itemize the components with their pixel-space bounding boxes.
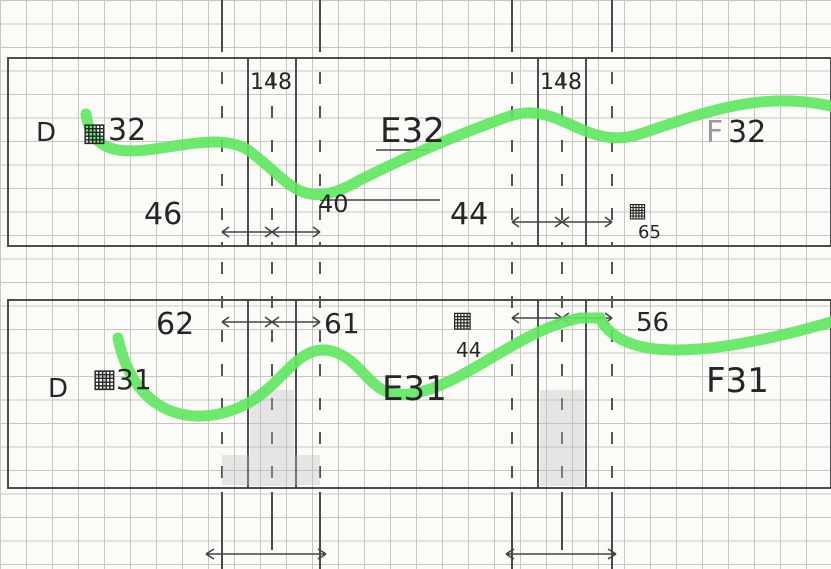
top-dim-148-right: 148 <box>540 70 582 95</box>
top-dim-148-left: 148 <box>250 70 292 95</box>
bottom-dim-61: 61 <box>324 307 360 340</box>
guide-ticks <box>221 72 613 488</box>
top-row-frame <box>7 57 831 247</box>
top-dim-40: 40 <box>318 190 349 218</box>
dimension-arrows <box>205 149 617 560</box>
top-d-cell-mark: ▦ <box>82 118 107 148</box>
bottom-dim-44-mark: ▦ <box>452 308 473 333</box>
bottom-e-cell-label: E31 <box>382 369 447 409</box>
top-dim-65: 65 <box>638 222 661 243</box>
top-dim-46: 46 <box>144 197 183 232</box>
top-d-cell-label: 32 <box>108 113 147 148</box>
top-f-cell-label: 32 <box>728 115 767 150</box>
top-row-label-d: D <box>36 118 57 148</box>
column-posts-bottom <box>221 492 613 569</box>
top-dim-65-mark: ▦ <box>628 198 647 222</box>
bottom-f-cell-label: F31 <box>706 361 769 401</box>
column-posts-top <box>221 0 613 52</box>
bottom-dim-56: 56 <box>636 308 670 338</box>
bottom-d-cell-label: 31 <box>116 363 152 396</box>
bottom-row-frame <box>7 299 831 489</box>
bottom-wave-highlight <box>112 312 831 422</box>
top-e-cell-label: E32 <box>380 111 445 151</box>
bottom-dim-62: 62 <box>156 307 195 342</box>
top-dim-44: 44 <box>450 197 489 232</box>
top-wave-highlight <box>80 95 831 201</box>
bottom-dim-44: 44 <box>456 338 482 362</box>
pencil-shading <box>222 390 584 486</box>
top-f-cell-prefix: F <box>706 115 724 150</box>
bottom-d-cell-mark: ▦ <box>92 364 117 394</box>
bottom-row-label-d: D <box>48 374 69 404</box>
